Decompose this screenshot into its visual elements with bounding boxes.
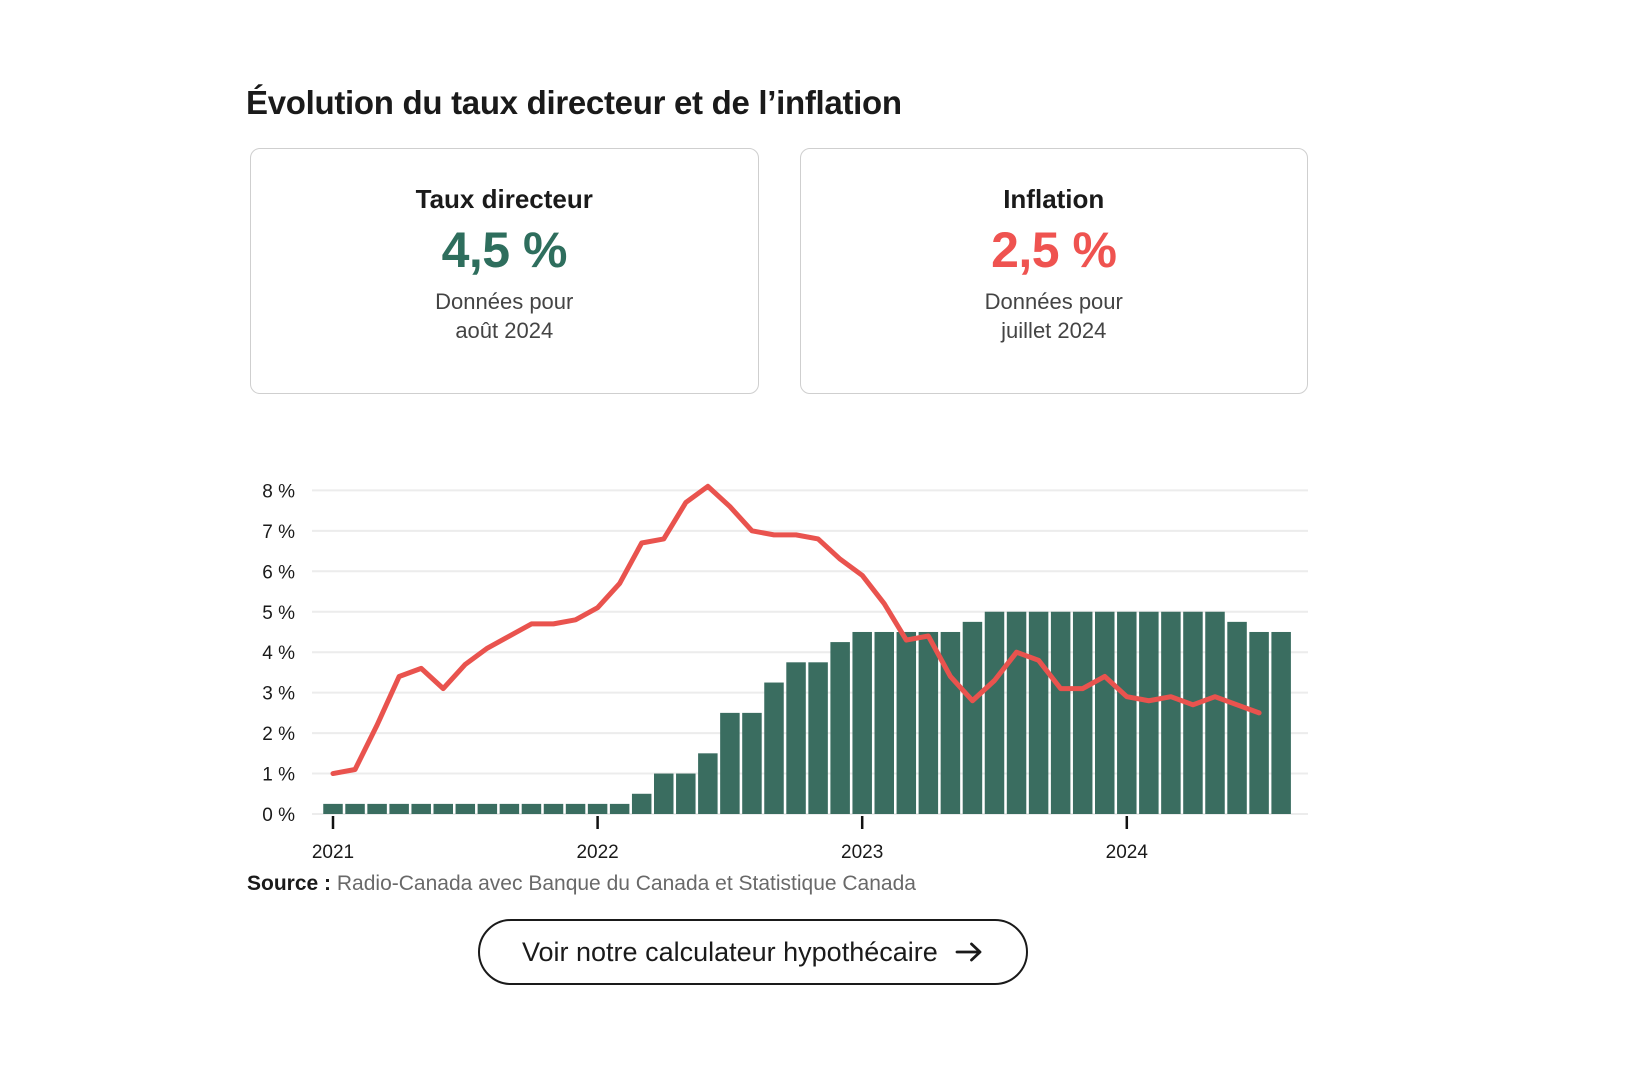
x-axis-label: 2022: [576, 842, 618, 863]
policy-rate-bar: [676, 773, 696, 814]
policy-rate-bar: [345, 803, 365, 814]
policy-rate-bar: [1072, 611, 1093, 814]
y-axis-label: 1 %: [262, 765, 295, 786]
policy-rate-bar: [1117, 611, 1137, 814]
policy-rate-bar: [764, 682, 784, 814]
policy-rate-card-title: Taux directeur: [415, 184, 593, 214]
y-axis-label: 7 %: [262, 522, 295, 543]
inflation-card-title: Inflation: [1003, 184, 1105, 214]
y-axis-label: 3 %: [262, 684, 295, 705]
policy-rate-card: Taux directeur 4,5 % Données pour août 2…: [250, 148, 759, 394]
policy-rate-bar: [830, 642, 850, 814]
policy-rate-bar: [962, 621, 983, 814]
y-axis-label: 6 %: [262, 562, 295, 583]
policy-rate-bar: [433, 803, 453, 814]
policy-rate-bar: [1183, 611, 1203, 814]
policy-rate-bar: [1050, 611, 1071, 814]
policy-rate-bar: [631, 793, 652, 814]
policy-rate-bar: [1161, 611, 1181, 814]
policy-rate-bar: [1139, 611, 1159, 814]
page-title: Évolution du taux directeur et de l’infl…: [246, 84, 902, 122]
policy-rate-bar: [565, 803, 586, 814]
policy-rate-bar: [720, 712, 740, 814]
policy-rate-bar: [367, 803, 387, 814]
policy-rate-bar: [654, 773, 674, 814]
rate-inflation-chart: 0 % 1 % 2 % 3 % 4 % 5 % 6 % 7 % 8 % 2021 2022 2023 2…: [240, 445, 1315, 865]
policy-rate-bar: [411, 803, 431, 814]
y-axis-label: 4 %: [262, 643, 295, 664]
inflation-card: Inflation 2,5 % Données pour juillet 202…: [799, 148, 1308, 394]
caption-line1: Données pour: [984, 289, 1123, 314]
policy-rate-bar: [874, 631, 894, 814]
policy-rate-bar: [1249, 631, 1269, 814]
x-axis-label: 2023: [841, 842, 883, 863]
y-axis-label: 2 %: [262, 724, 295, 745]
inflation-card-value: 2,5 %: [991, 222, 1117, 278]
policy-rate-bar: [499, 803, 520, 814]
policy-rate-bar: [1205, 611, 1225, 814]
stat-cards-row: Taux directeur 4,5 % Données pour août 2…: [250, 148, 1308, 394]
caption-line2: juillet 2024: [1001, 318, 1107, 343]
policy-rate-bar: [742, 712, 762, 814]
policy-rate-bar: [808, 662, 828, 814]
caption-line2: août 2024: [455, 318, 554, 343]
policy-rate-bar: [477, 803, 498, 814]
mortgage-calculator-button[interactable]: Voir notre calculateur hypothécaire: [478, 919, 1028, 985]
y-axis-label: 0 %: [262, 805, 295, 826]
policy-rate-bar: [1095, 611, 1115, 814]
source-line: Source : Radio-Canada avec Banque du Can…: [247, 872, 916, 896]
policy-rate-bar: [984, 611, 1005, 814]
policy-rate-bar: [389, 803, 409, 814]
x-axis-label: 2024: [1106, 842, 1149, 863]
policy-rate-bar: [940, 631, 961, 814]
policy-rate-bar: [609, 803, 630, 814]
rate-inflation-chart-svg: 0 % 1 % 2 % 3 % 4 % 5 % 6 % 7 % 8 % 2021 2022 2023 2…: [262, 481, 1308, 863]
policy-rate-bar: [1006, 611, 1027, 814]
policy-rate-bar: [1227, 621, 1247, 814]
inflation-line: [330, 483, 1262, 777]
caption-line1: Données pour: [435, 289, 574, 314]
policy-rate-bar: [323, 803, 343, 814]
x-axis-label: 2021: [312, 842, 354, 863]
policy-rate-bar: [698, 753, 718, 814]
policy-rate-bar: [543, 803, 564, 814]
policy-rate-card-caption: Données pour août 2024: [251, 287, 758, 345]
policy-rate-bar: [852, 631, 872, 814]
source-text: Radio-Canada avec Banque du Canada et St…: [336, 872, 916, 895]
policy-rate-bar: [786, 662, 806, 814]
policy-rate-bar: [1028, 611, 1049, 814]
policy-rate-card-value: 4,5 %: [441, 222, 568, 278]
mortgage-calculator-button-label: Voir notre calculateur hypothécaire: [522, 936, 938, 967]
policy-rate-bar: [521, 803, 542, 814]
arrow-right-icon: [955, 942, 982, 962]
policy-rate-bar: [587, 803, 608, 814]
y-axis-label: 8 %: [262, 481, 295, 502]
inflation-card-caption: Données pour juillet 2024: [801, 287, 1308, 345]
policy-rate-bar: [896, 631, 917, 814]
y-axis-label: 5 %: [262, 603, 295, 624]
policy-rate-bar: [1271, 631, 1291, 814]
policy-rate-bar: [918, 631, 939, 814]
source-label: Source :: [247, 872, 332, 895]
policy-rate-bar: [455, 803, 476, 814]
